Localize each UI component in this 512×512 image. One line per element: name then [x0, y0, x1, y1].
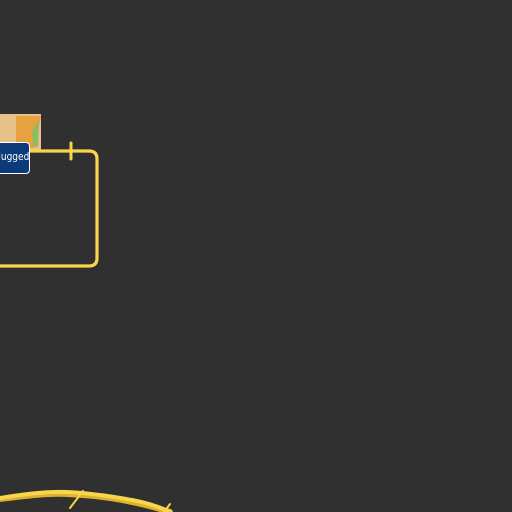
road-shield-label: Plugged: [0, 142, 30, 174]
bottom-road: [0, 489, 172, 512]
poi-green-mark: [32, 120, 39, 147]
road-shield-text: Plugged: [0, 150, 30, 163]
bottom-road-tick-1: [69, 490, 84, 509]
road-loop-group: [0, 141, 99, 268]
road-loop: [0, 149, 99, 268]
bottom-road-group: [0, 489, 173, 512]
bottom-road-tick-2: [163, 503, 171, 512]
